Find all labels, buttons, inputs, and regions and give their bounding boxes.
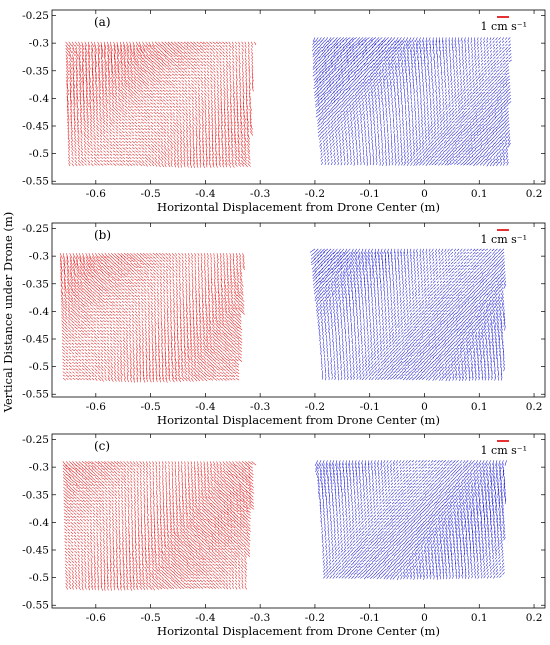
left-vector-field <box>65 41 257 169</box>
x-tick-label: 0 <box>421 188 428 200</box>
y-tick-label: -0.45 <box>22 334 49 346</box>
x-tick-label: -0.1 <box>360 401 380 413</box>
y-tick-label: -0.25 <box>22 223 49 235</box>
y-tick-label: -0.45 <box>22 121 49 133</box>
y-tick-label: -0.4 <box>29 306 50 318</box>
vector-arrows <box>62 461 257 591</box>
x-tick-label: -0.4 <box>195 401 216 413</box>
scale-bar-label: 1 cm s⁻¹ <box>481 233 527 246</box>
right-vector-field <box>311 37 512 167</box>
y-tick-label: -0.25 <box>22 10 49 22</box>
x-tick-label: -0.5 <box>140 401 160 413</box>
y-tick-label: -0.55 <box>22 600 49 612</box>
x-tick-label: -0.1 <box>360 612 380 624</box>
y-tick-label: -0.55 <box>22 389 49 401</box>
x-tick-label: -0.6 <box>86 188 107 200</box>
plot-frame <box>51 9 546 185</box>
vector-arrows <box>309 248 507 382</box>
scale-bar-label: 1 cm s⁻¹ <box>481 20 527 33</box>
y-tick-label: -0.35 <box>22 65 49 77</box>
x-tick-label: 0.1 <box>471 188 488 200</box>
x-tick-label: -0.4 <box>195 188 216 200</box>
panel-label: (c) <box>94 439 110 453</box>
plot-frame <box>51 433 546 609</box>
x-tick-label: -0.2 <box>305 612 325 624</box>
y-tick-label: -0.5 <box>29 572 49 584</box>
x-tick-label: 0.2 <box>526 188 543 200</box>
x-tick-label: -0.5 <box>140 612 160 624</box>
y-tick-label: -0.45 <box>22 545 49 557</box>
plot-frame <box>51 222 546 398</box>
vector-arrows <box>59 253 245 383</box>
y-tick-label: -0.35 <box>22 278 49 290</box>
x-tick-label: 0.2 <box>526 612 543 624</box>
x-tick-label: 0.2 <box>526 401 543 413</box>
left-vector-field <box>59 253 245 383</box>
x-tick-label: -0.3 <box>250 612 270 624</box>
x-tick-label: -0.4 <box>195 612 216 624</box>
vector-arrows <box>65 41 257 169</box>
scale-bar-label: 1 cm s⁻¹ <box>481 444 527 457</box>
y-tick-label: -0.5 <box>29 148 49 160</box>
panel-2: -0.6 -0.5 -0.4 -0.3 -0.2 -0.1 0 0.1 0.2 -0.25 -0.3… <box>22 222 546 427</box>
x-tick-label: -0.1 <box>360 188 380 200</box>
y-tick-label: -0.25 <box>22 434 49 446</box>
y-tick-label: -0.5 <box>29 361 49 373</box>
panel-label: (b) <box>94 228 111 242</box>
vector-arrows <box>314 460 507 581</box>
vector-arrows <box>311 37 512 167</box>
x-tick-label: 0 <box>421 401 428 413</box>
y-tick-label: -0.4 <box>29 93 50 105</box>
y-tick-label: -0.3 <box>29 251 49 263</box>
x-tick-label: -0.2 <box>305 401 325 413</box>
y-tick-label: -0.4 <box>29 517 50 529</box>
x-axis-label: Horizontal Displacement from Drone Cente… <box>157 624 440 638</box>
y-tick-label: -0.3 <box>29 38 49 50</box>
right-vector-field <box>309 248 507 382</box>
y-tick-label: -0.3 <box>29 462 49 474</box>
x-tick-label: -0.2 <box>305 188 325 200</box>
y-tick-label: -0.35 <box>22 489 49 501</box>
x-tick-label: -0.6 <box>86 401 107 413</box>
left-vector-field <box>62 461 257 591</box>
panel-1: -0.6 -0.5 -0.4 -0.3 -0.2 -0.1 0 0.1 0.2 -0.25 -0.3… <box>22 9 546 214</box>
y-axis-label: Vertical Distance under Drone (m) <box>1 212 15 414</box>
x-axis-label: Horizontal Displacement from Drone Cente… <box>157 413 440 427</box>
panel-label: (a) <box>94 15 111 29</box>
x-tick-label: -0.5 <box>140 188 160 200</box>
x-tick-label: -0.3 <box>250 188 270 200</box>
x-tick-label: -0.3 <box>250 401 270 413</box>
panel-3: -0.6 -0.5 -0.4 -0.3 -0.2 -0.1 0 0.1 0.2 -0.25 -0.3… <box>22 433 546 638</box>
right-vector-field <box>314 460 507 581</box>
x-tick-label: -0.6 <box>86 612 107 624</box>
x-tick-label: 0.1 <box>471 612 488 624</box>
y-tick-label: -0.55 <box>22 176 49 188</box>
x-tick-label: 0.1 <box>471 401 488 413</box>
x-tick-label: 0 <box>421 612 428 624</box>
x-axis-label: Horizontal Displacement from Drone Cente… <box>157 200 440 214</box>
